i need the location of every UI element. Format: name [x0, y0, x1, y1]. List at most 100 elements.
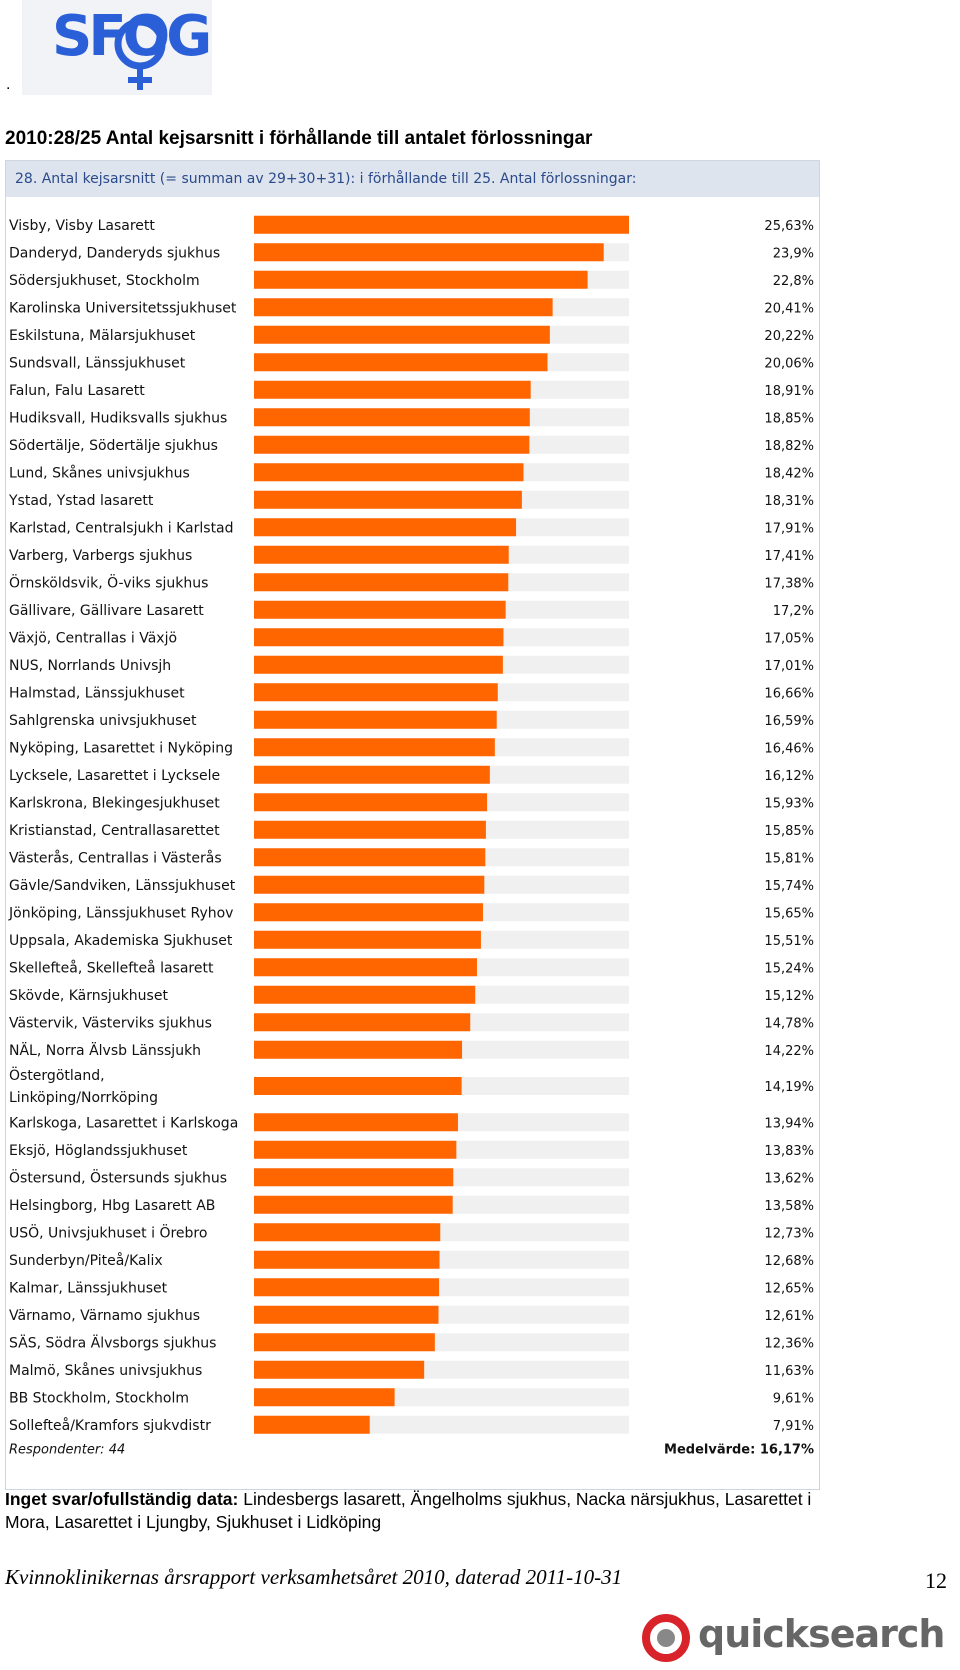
bar-value-label: 18,85%: [764, 411, 814, 426]
bar-row: Södersjukhuset, Stockholm 22,8%: [9, 270, 814, 289]
bar: [254, 1388, 395, 1407]
bar: [254, 518, 517, 537]
bar: [254, 1113, 458, 1132]
bar: [254, 1223, 441, 1242]
bar-value-label: 13,83%: [764, 1144, 814, 1159]
bar-label: Örnsköldsvik, Ö-viks sjukhus: [9, 573, 208, 591]
bar-row: Lycksele, Lasarettet i Lycksele 16,12%: [9, 765, 814, 784]
bar-value-label: 15,81%: [764, 851, 814, 866]
bar-row: Gällivare, Gällivare Lasarett 17,2%: [9, 600, 814, 619]
bar-row: Malmö, Skånes univsjukhus 11,63%: [9, 1360, 814, 1379]
quicksearch-logo: quicksearch: [640, 1612, 945, 1662]
bar: [254, 903, 483, 922]
bar: [254, 1360, 425, 1379]
bar-label: Sundsvall, Länssjukhuset: [9, 355, 186, 371]
bar-value-label: 15,74%: [764, 879, 814, 894]
bar-value-label: 12,61%: [764, 1309, 814, 1324]
bar: [254, 985, 476, 1004]
bar-row: Sunderbyn/Piteå/Kalix 12,68%: [9, 1250, 814, 1269]
bar-label: SÄS, Södra Älvsborgs sjukhus: [9, 1333, 216, 1351]
bar: [254, 463, 524, 482]
bar-label: Eskilstuna, Mälarsjukhuset: [9, 328, 196, 344]
bar: [254, 353, 548, 372]
bar-label: Nyköping, Lasarettet i Nyköping: [9, 740, 233, 756]
bar-row: Sundsvall, Länssjukhuset 20,06%: [9, 353, 814, 372]
bar-value-label: 16,46%: [764, 741, 814, 756]
bar: [254, 875, 485, 894]
bar-label: Karolinska Universitetssjukhuset: [9, 300, 237, 316]
bar: [254, 325, 550, 344]
bar: [254, 1333, 435, 1352]
bar-value-label: 22,8%: [773, 274, 814, 289]
bar-label: USÖ, Univsjukhuset i Örebro: [9, 1223, 207, 1241]
bar-label: Linköping/Norrköping: [9, 1090, 158, 1106]
report-footer: Kvinnoklinikernas årsrapport verksamhets…: [5, 1565, 623, 1589]
bar-row: NUS, Norrlands Univsjh 17,01%: [9, 655, 814, 674]
bar-row: Örnsköldsvik, Ö-viks sjukhus 17,38%: [9, 573, 814, 592]
bar-row: Värnamo, Värnamo sjukhus 12,61%: [9, 1305, 814, 1324]
no-response-label: Inget svar/ofullständig data:: [5, 1489, 239, 1509]
bar: [254, 1168, 454, 1187]
chart-title: 28. Antal kejsarsnitt (= summan av 29+30…: [6, 161, 819, 197]
bar-value-label: 23,9%: [773, 246, 814, 261]
bar: [254, 958, 477, 977]
bar-row: Karolinska Universitetssjukhuset 20,41%: [9, 298, 814, 317]
bar-label: Skövde, Kärnsjukhuset: [9, 988, 168, 1004]
bar-label: Värnamo, Värnamo sjukhus: [9, 1308, 200, 1324]
bar: [254, 628, 504, 647]
sfog-logo-text: SFOG: [52, 4, 212, 69]
bar-label: BB Stockholm, Stockholm: [9, 1390, 189, 1406]
bar: [254, 380, 531, 399]
bar-value-label: 20,22%: [764, 329, 814, 344]
bar-row: Danderyd, Danderyds sjukhus 23,9%: [9, 243, 814, 262]
bar-row: Växjö, Centrallas i Växjö 17,05%: [9, 628, 814, 647]
bar-row: Uppsala, Akademiska Sjukhuset 15,51%: [9, 930, 814, 949]
bar-row: Hudiksvall, Hudiksvalls sjukhus 18,85%: [9, 408, 814, 427]
bar-label: Malmö, Skånes univsjukhus: [9, 1362, 202, 1379]
bar-row: Visby, Visby Lasarett 25,63%: [9, 215, 814, 234]
bar-row: Östersund, Östersunds sjukhus 13,62%: [9, 1168, 814, 1187]
bar: [254, 1250, 440, 1269]
bar-label: Jönköping, Länssjukhuset Ryhov: [8, 905, 233, 921]
bar: [254, 243, 604, 262]
bar: [254, 793, 488, 812]
bar: [254, 600, 506, 619]
bar-row: SÄS, Södra Älvsborgs sjukhus 12,36%: [9, 1333, 814, 1352]
bar-label: Växjö, Centrallas i Växjö: [9, 630, 177, 646]
bar-label: Visby, Visby Lasarett: [9, 218, 155, 234]
bar: [254, 1195, 453, 1214]
bar-label: Helsingborg, Hbg Lasarett AB: [9, 1198, 215, 1214]
bar-label: Lycksele, Lasarettet i Lycksele: [9, 768, 220, 784]
bar: [254, 1305, 439, 1324]
bar: [254, 490, 522, 509]
bar: [254, 1140, 457, 1159]
bar-row: Varberg, Varbergs sjukhus 17,41%: [9, 545, 814, 564]
bar-label: Sahlgrenska univsjukhuset: [9, 713, 197, 729]
bar: [254, 738, 495, 757]
bar-label: Östergötland,: [9, 1066, 105, 1084]
bar-row: Jönköping, Länssjukhuset Ryhov 15,65%: [8, 903, 814, 922]
bar-value-label: 18,82%: [764, 439, 814, 454]
bar-row: Västervik, Västerviks sjukhus 14,78%: [9, 1013, 814, 1032]
bar-value-label: 15,65%: [764, 906, 814, 921]
quicksearch-swirl-icon: [642, 1614, 690, 1662]
bar-label: Södersjukhuset, Stockholm: [9, 273, 200, 289]
bar: [254, 435, 530, 454]
sfog-logo: SFOG: [22, 0, 212, 95]
bar-label: Lund, Skånes univsjukhus: [9, 464, 190, 481]
bar-label: Karlskoga, Lasarettet i Karlskoga: [9, 1115, 238, 1131]
bar-value-label: 18,42%: [764, 466, 814, 481]
bar-value-label: 18,91%: [764, 384, 814, 399]
bar-label: Sunderbyn/Piteå/Kalix: [9, 1252, 163, 1269]
bar-row: Falun, Falu Lasarett 18,91%: [9, 380, 814, 399]
quicksearch-logo-text: quicksearch: [698, 1612, 945, 1656]
bar-value-label: 13,58%: [764, 1199, 814, 1214]
bar-value-label: 12,36%: [764, 1336, 814, 1351]
bar-label: Eksjö, Höglandssjukhuset: [9, 1143, 188, 1159]
bar-value-label: 25,63%: [764, 219, 814, 234]
bar-value-label: 14,22%: [764, 1044, 814, 1059]
bar-row: Karlstad, Centralsjukh i Karlstad 17,91%: [9, 518, 814, 537]
bar-value-label: 16,12%: [764, 769, 814, 784]
bar-row: NÄL, Norra Älvsb Länssjukh 14,22%: [9, 1040, 814, 1059]
bar-row: Karlskrona, Blekingesjukhuset 15,93%: [9, 793, 814, 812]
